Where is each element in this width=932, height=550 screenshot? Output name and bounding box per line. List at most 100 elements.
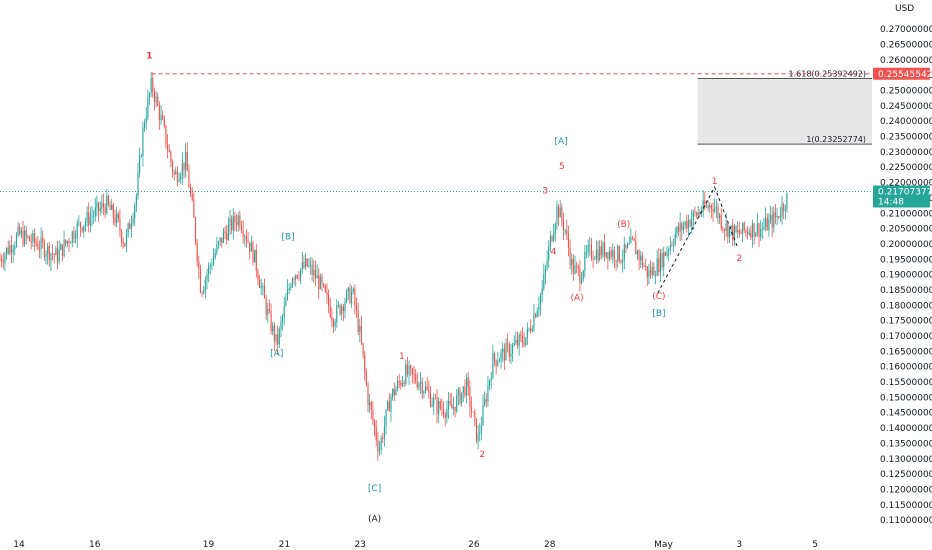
candle-body [387,401,389,410]
price-tick-label: 0.12000000 [880,485,932,495]
candle-body [144,122,146,129]
candle-body [674,234,676,245]
candle-body [38,248,41,250]
candle-body [367,384,369,406]
candle-body [337,304,340,306]
candle-body [536,310,538,318]
candle-body [301,262,303,270]
candle-body [285,299,287,306]
price-tick-label: 0.11000000 [880,516,932,526]
wave-label: 1 [712,177,718,187]
candle-body [590,244,593,259]
candle-body [79,222,82,228]
candle-body [595,249,597,260]
time-axis[interactable]: 14 16 19 21 23 26 28 May 3 5 [0,537,932,550]
candle-body [467,377,469,387]
candle-body [544,267,547,274]
candle-body [434,398,436,400]
candle-body [446,409,448,418]
candle-body [43,242,45,257]
price-tick-label: 0.21000000 [880,209,932,219]
candle-body [211,264,213,266]
candle-body [640,255,642,261]
candle-body [735,226,737,232]
candle-body [83,225,85,232]
candle-body [229,218,231,226]
candle-body [585,251,588,253]
candle-body [257,271,259,281]
wave-label: [B] [282,232,295,242]
candle-body [260,286,262,288]
candle-body [245,236,248,242]
candle-body [190,187,192,194]
candle-body [454,406,456,412]
candle-body [474,411,476,419]
fibonacci-extension[interactable]: 1.618(0.25392492)1(0.23252774) [697,69,872,145]
candle-body [436,398,438,415]
wave-label: [C] [368,484,381,494]
candle-body [727,223,729,238]
candle-body [420,381,422,384]
candle-body [482,404,484,426]
candle-body [416,381,418,388]
candle-body [55,248,57,256]
candle-body [676,226,678,235]
candle-body [507,343,509,345]
candle-body [321,276,323,285]
candle-body [638,251,640,261]
candle-body [452,406,455,409]
candle-body [336,305,338,323]
candle-body [375,427,377,441]
candle-body [610,250,612,257]
candle-body [459,389,461,404]
candle-body [35,242,37,244]
candle-body [686,221,688,229]
price-axis[interactable]: USD 0.11000000 0.11500000 0.12000000 0.1250… [872,0,932,537]
candle-body [627,244,629,249]
candle-body [329,305,331,317]
candle-body [398,381,400,383]
candle-body [242,230,244,237]
candle-body [475,418,478,442]
candle-body [236,222,238,226]
candle-body [377,440,379,452]
candle-body [19,226,21,235]
candle-body [293,279,295,280]
candle-body [604,243,606,257]
candle-body [254,249,256,263]
candle-body [323,284,325,286]
candle-body [776,215,778,218]
candle-body [283,305,285,318]
candle-body [592,258,594,260]
candle-body [733,226,735,240]
candle-body [359,325,361,332]
candle-body [193,199,195,218]
candle-body [594,259,596,260]
candle-body [410,365,412,369]
candle-body [247,241,249,243]
candle-body [541,288,543,295]
candle-body [237,215,239,226]
candle-body [535,314,537,318]
candle-body [351,292,353,304]
candle-body [270,310,272,332]
candle-body [0,259,1,261]
wave-labels: 1 [B] [A] 1 [C] (A) 2 3 [A] 5 4 (A) (B) (C) [B] 1 2 [146,51,742,524]
candle-body [385,409,387,426]
candle-body [738,230,740,234]
candle-body [168,149,170,152]
candle-body [306,258,308,266]
wave-label: 3 [542,186,548,196]
time-tick-label: 26 [468,540,480,550]
candle-body [364,354,366,372]
candle-body [139,155,141,174]
candle-body [526,328,528,338]
candle-body [58,249,60,262]
candle-body [346,290,348,302]
candle-body [332,320,335,327]
candle-body [512,345,514,354]
wave-label: [A] [270,349,283,359]
candle-body [217,241,220,245]
